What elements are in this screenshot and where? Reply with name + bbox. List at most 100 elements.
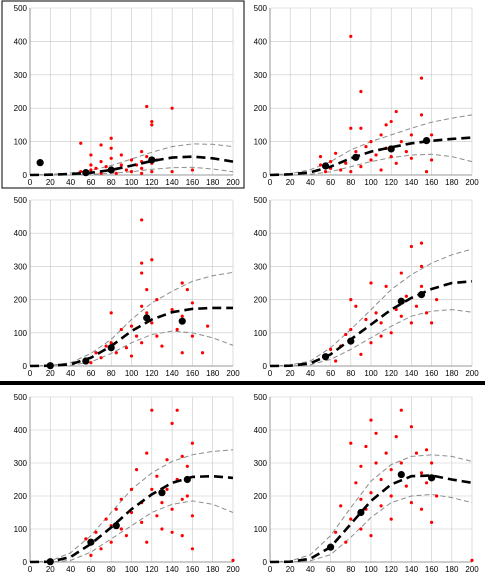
observation-point — [109, 146, 113, 150]
observation-point — [190, 514, 194, 518]
x-tick-label: 60 — [86, 178, 95, 187]
observation-point — [369, 158, 373, 162]
x-tick-label: 160 — [425, 369, 439, 378]
fit-curve — [269, 136, 473, 177]
observation-point — [374, 311, 378, 315]
x-tick-label: 200 — [226, 369, 240, 378]
mean-point — [357, 508, 365, 517]
observation-point — [104, 344, 108, 348]
observation-point — [389, 155, 393, 159]
y-tick-label: 200 — [254, 104, 268, 113]
observation-point — [119, 527, 123, 531]
observation-point — [109, 136, 113, 140]
y-tick-label: 500 — [254, 393, 268, 402]
observation-point — [334, 359, 338, 363]
observation-point — [349, 170, 353, 174]
y-tick-label: 100 — [14, 525, 28, 534]
panel-4: 0 20 40 60 80 100 120 140 160 180 200 0 100 200 300 400… — [254, 196, 480, 378]
observation-point — [140, 218, 144, 222]
x-tick-label: 120 — [145, 178, 159, 187]
observation-point — [170, 421, 174, 425]
x-tick-label: 140 — [405, 369, 419, 378]
observation-point — [124, 346, 129, 350]
x-tick-label: 160 — [186, 178, 200, 187]
panel-frame — [1, 0, 245, 189]
observation-point — [84, 537, 88, 541]
observation-point — [359, 352, 363, 356]
x-tick-label: 140 — [405, 178, 419, 187]
x-tick-label: 180 — [206, 369, 220, 378]
mean-point — [321, 353, 330, 361]
observation-point — [414, 451, 419, 455]
observation-point — [190, 441, 194, 445]
panel-6: 0 20 40 60 80 100 120 140 160 180 200 0 100 200 300 400… — [254, 393, 480, 574]
x-tick-label: 200 — [226, 178, 240, 187]
observation-point — [344, 332, 348, 337]
observation-point — [160, 527, 164, 531]
observation-point — [369, 534, 373, 538]
mean-point — [107, 344, 115, 352]
observation-point — [399, 461, 403, 465]
observation-point — [129, 354, 134, 358]
mean-point — [36, 159, 44, 167]
mean-point — [397, 470, 405, 479]
y-tick-label: 300 — [254, 459, 268, 468]
observation-point — [145, 104, 149, 109]
observation-point — [334, 151, 338, 155]
observation-point — [180, 351, 184, 355]
x-tick-label: 120 — [385, 178, 399, 187]
observation-point — [349, 298, 353, 302]
observation-point — [419, 241, 424, 245]
observation-point — [129, 324, 134, 328]
observation-point — [155, 334, 159, 338]
observation-point — [124, 534, 129, 538]
observation-point — [150, 321, 154, 325]
observation-point — [170, 307, 174, 312]
observation-point — [384, 451, 388, 455]
mean-point — [148, 156, 156, 164]
observation-point — [145, 451, 149, 455]
x-tick-label: 100 — [364, 369, 378, 378]
observation-point — [430, 520, 434, 525]
observation-point — [349, 34, 353, 38]
x-tick-label: 200 — [465, 565, 479, 574]
lower-interval-line — [30, 500, 234, 563]
panel-1: 0 20 40 60 80 100 120 140 160 180 200 0 100 200 300 400… — [14, 4, 241, 187]
x-tick-label: 200 — [226, 565, 240, 574]
y-tick-label: 300 — [254, 71, 268, 80]
observation-point — [329, 160, 333, 164]
mean-point — [107, 166, 115, 174]
observation-point — [394, 435, 398, 439]
observation-point — [359, 464, 363, 468]
x-tick-label: 100 — [125, 369, 139, 378]
observation-point — [190, 301, 194, 305]
mean-point — [46, 362, 54, 370]
fit-curve — [29, 474, 234, 564]
observation-point — [339, 168, 343, 172]
fit-curve — [269, 474, 473, 564]
x-tick-label: 40 — [66, 565, 75, 574]
observation-point — [424, 448, 429, 452]
x-tick-label: 40 — [306, 178, 315, 187]
observation-point — [150, 487, 154, 491]
mean-point — [327, 543, 335, 551]
x-tick-label: 140 — [405, 565, 419, 574]
observation-point — [140, 304, 144, 308]
y-tick-label: 200 — [254, 296, 268, 305]
y-tick-label: 0 — [263, 558, 268, 567]
mean-point — [183, 475, 191, 484]
x-tick-label: 20 — [46, 369, 55, 378]
observation-point — [134, 334, 139, 338]
observation-point — [190, 334, 194, 338]
fit-curve — [29, 306, 233, 368]
x-tick-label: 0 — [268, 565, 273, 574]
upper-interval-line — [269, 454, 473, 563]
observation-point — [150, 408, 154, 412]
observation-point — [231, 558, 235, 562]
x-tick-label: 80 — [346, 565, 355, 574]
observation-point — [89, 553, 93, 558]
x-tick-label: 180 — [445, 178, 459, 187]
observation-point — [99, 356, 103, 360]
observation-point — [419, 471, 424, 475]
